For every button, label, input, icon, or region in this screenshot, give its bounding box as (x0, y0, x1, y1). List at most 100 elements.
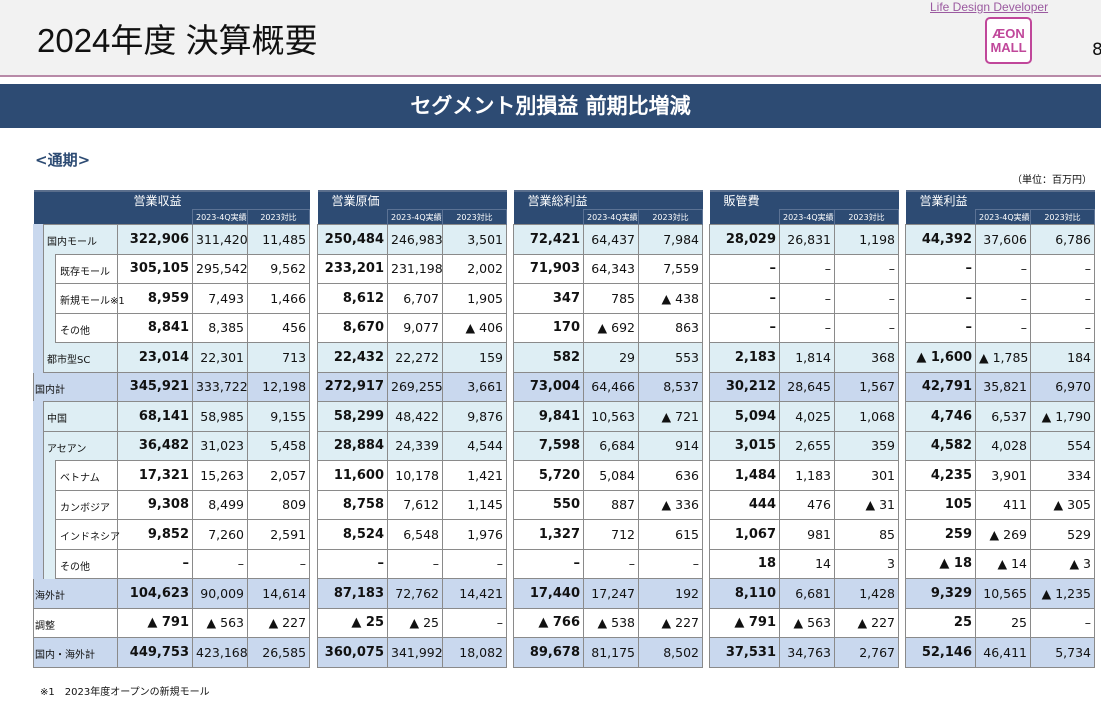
prior-value: 476 (779, 489, 835, 520)
row-label-cell: インドネシア (33, 519, 120, 550)
prior-value: ▲ 692 (583, 312, 639, 343)
current-value: 72,421 (513, 224, 584, 255)
header-band (0, 0, 1101, 77)
current-value: 8,841 (117, 312, 193, 343)
current-value: – (709, 253, 780, 284)
table-row: – – – (905, 253, 1095, 284)
segment-block: 営業利益 2023-4Q実績 2023対比 44,392 37,606 6,786– – – –… (905, 190, 1095, 668)
table-row: 8,110 6,681 1,428 (709, 578, 899, 609)
row-label-cell: 国内計 (33, 371, 118, 402)
page-number: 8 (1092, 40, 1101, 60)
current-value: 9,841 (513, 401, 584, 432)
yoy-change: – (246, 548, 311, 579)
table-row: 25 25– (905, 607, 1095, 638)
sub-header: 2023-4Q実績 (387, 209, 443, 225)
table-row: その他 8,841 8,385 456 (33, 312, 311, 343)
yoy-change: 863 (638, 312, 703, 343)
table-row: 87,183 72,762 14,421 (317, 578, 507, 609)
table-row: 5,094 4,025 1,068 (709, 401, 899, 432)
current-value: 89,678 (513, 637, 584, 668)
current-value: 9,329 (905, 578, 976, 609)
yoy-change: 713 (246, 342, 311, 373)
row-label: 国内計 (35, 384, 65, 396)
yoy-change: 5,458 (246, 430, 311, 461)
yoy-change: 2,002 (442, 253, 507, 284)
prior-value: ▲ 563 (779, 607, 835, 638)
current-value: 8,670 (317, 312, 388, 343)
sub-header: 2023-4Q実績 (583, 209, 639, 225)
table-row: 233,201 231,198 2,002 (317, 253, 507, 284)
prior-value: 28,645 (779, 371, 835, 402)
current-value: 8,612 (317, 283, 388, 314)
row-label: 調整 (35, 620, 55, 632)
yoy-change: ▲ 438 (638, 283, 703, 314)
table-row: 550 887 ▲ 336 (513, 489, 703, 520)
tagline: Life Design Developer (930, 0, 1049, 14)
yoy-change: 12,198 (246, 371, 311, 402)
aeon-mall-logo: ÆON MALL (985, 17, 1032, 64)
prior-value: 29 (583, 342, 639, 373)
prior-value: – (975, 253, 1031, 284)
current-value: – (117, 548, 193, 579)
prior-value: – (779, 253, 835, 284)
prior-value: 333,722 (192, 371, 248, 402)
current-value: 52,146 (905, 637, 976, 668)
current-value: – (709, 283, 780, 314)
table-row: 58,299 48,422 9,876 (317, 401, 507, 432)
current-value: 28,029 (709, 224, 780, 255)
current-value: 4,582 (905, 430, 976, 461)
current-value: ▲ 791 (117, 607, 193, 638)
current-value: 8,524 (317, 519, 388, 550)
segment-header: 販管費 (709, 190, 899, 210)
yoy-change: ▲ 31 (834, 489, 899, 520)
prior-value: 4,025 (779, 401, 835, 432)
yoy-change: 9,155 (246, 401, 311, 432)
table-row: 73,004 64,466 8,537 (513, 371, 703, 402)
current-value: 28,884 (317, 430, 388, 461)
yoy-change: 615 (638, 519, 703, 550)
current-value: 17,440 (513, 578, 584, 609)
table-row: 9,841 10,563 ▲ 721 (513, 401, 703, 432)
table-row: ▲ 1,600 ▲ 1,785 184 (905, 342, 1095, 373)
row-label-cell: 新規モール※1 (33, 283, 125, 314)
row-label-cell: その他 (33, 312, 118, 343)
yoy-change: 8,502 (638, 637, 703, 668)
table-row: 250,484 246,983 3,501 (317, 224, 507, 255)
prior-value: 6,681 (779, 578, 835, 609)
table-row: – – – (513, 548, 703, 579)
yoy-change: 914 (638, 430, 703, 461)
prior-value: 2,655 (779, 430, 835, 461)
prior-value: 72,762 (387, 578, 443, 609)
row-label-cell: アセアン (33, 430, 118, 461)
table-row: 8,670 9,077 ▲ 406 (317, 312, 507, 343)
current-value: 170 (513, 312, 584, 343)
table-row: その他 – – – (33, 548, 311, 579)
current-value: 8,110 (709, 578, 780, 609)
current-value: 444 (709, 489, 780, 520)
segment-block: 販管費 2023-4Q実績 2023対比 28,029 26,831 1,198– – – – –… (709, 190, 899, 668)
prior-value: 24,339 (387, 430, 443, 461)
prior-value: 887 (583, 489, 639, 520)
prior-value: 4,028 (975, 430, 1031, 461)
table-row: 7,598 6,684 914 (513, 430, 703, 461)
table-row: 4,582 4,028 554 (905, 430, 1095, 461)
prior-value: – (779, 312, 835, 343)
prior-value: 15,263 (192, 460, 248, 491)
current-value: 36,482 (117, 430, 193, 461)
current-value: 11,600 (317, 460, 388, 491)
table-row: 1,484 1,183 301 (709, 460, 899, 491)
row-label-cell: 中国 (33, 401, 118, 432)
yoy-change: 1,068 (834, 401, 899, 432)
current-value: 44,392 (905, 224, 976, 255)
yoy-change: – (1030, 312, 1095, 343)
yoy-change: 1,145 (442, 489, 507, 520)
prior-value: 1,183 (779, 460, 835, 491)
table-row: 42,791 35,821 6,970 (905, 371, 1095, 402)
row-label-cell: ベトナム (33, 460, 118, 491)
yoy-change: 3,501 (442, 224, 507, 255)
table-row: – – – (317, 548, 507, 579)
current-value: 25 (905, 607, 976, 638)
prior-value: – (975, 283, 1031, 314)
prior-value: 7,612 (387, 489, 443, 520)
table-row: 1,327 712 615 (513, 519, 703, 550)
